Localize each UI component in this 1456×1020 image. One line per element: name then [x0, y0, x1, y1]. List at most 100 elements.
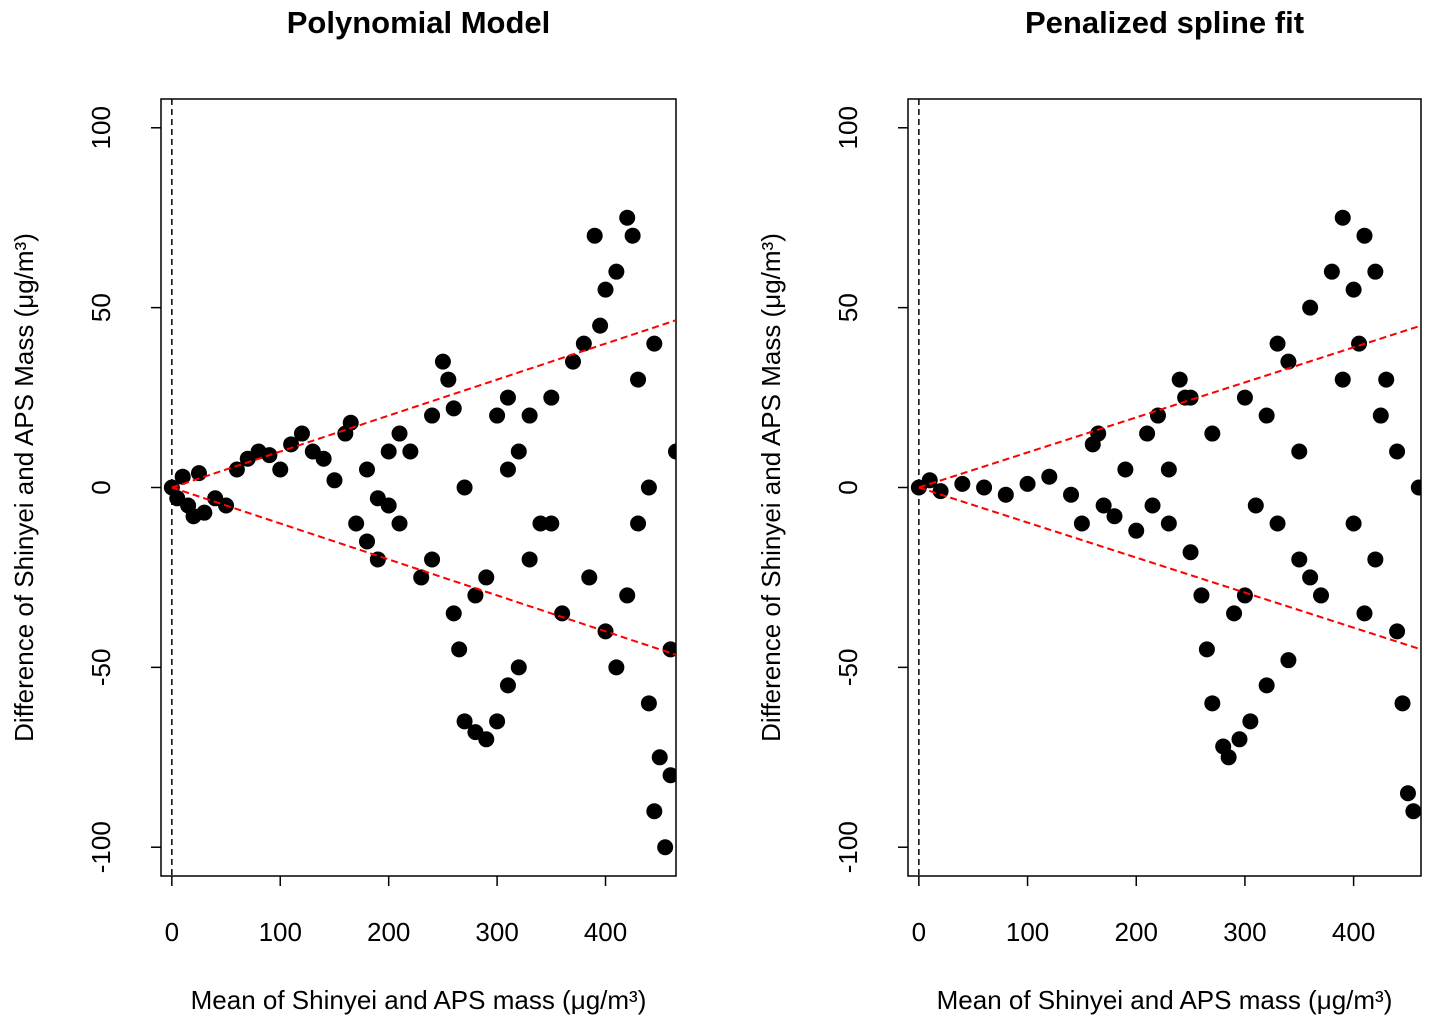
point	[1117, 461, 1134, 478]
x-tick-label: 300	[1223, 917, 1266, 947]
plot-area	[910, 99, 1421, 876]
point	[1291, 551, 1308, 568]
x-tick-label: 300	[475, 917, 518, 947]
x-tick-label: 400	[1332, 917, 1375, 947]
point	[1394, 695, 1411, 712]
point	[1410, 479, 1421, 496]
point	[1291, 443, 1308, 460]
point	[608, 659, 625, 676]
point	[456, 713, 473, 730]
point	[1220, 749, 1237, 766]
point	[668, 443, 676, 460]
point	[402, 443, 419, 460]
point	[510, 659, 527, 676]
point	[630, 371, 647, 388]
point	[510, 443, 527, 460]
point	[174, 468, 191, 485]
point	[597, 281, 614, 298]
point	[1139, 425, 1156, 442]
y-tick-label: 0	[833, 480, 863, 494]
point	[1367, 551, 1384, 568]
point	[521, 407, 538, 424]
point	[424, 551, 441, 568]
point	[1323, 263, 1340, 280]
point	[1236, 587, 1253, 604]
point	[1269, 515, 1286, 532]
y-tick-label: 0	[86, 480, 116, 494]
point	[1160, 461, 1177, 478]
point	[1144, 497, 1161, 514]
point	[1231, 731, 1248, 748]
point	[543, 389, 560, 406]
point	[1302, 569, 1319, 586]
point	[954, 475, 971, 492]
chart-title: Polynomial Model	[287, 5, 551, 40]
point	[1149, 407, 1166, 424]
limit-line	[171, 319, 676, 489]
point	[1171, 371, 1188, 388]
point	[478, 569, 495, 586]
point	[1313, 587, 1330, 604]
point	[1405, 803, 1421, 820]
point	[565, 353, 581, 370]
point	[1372, 407, 1389, 424]
point	[1356, 605, 1373, 622]
x-tick-label: 100	[259, 917, 302, 947]
point	[921, 472, 938, 489]
y-tick-label: 100	[86, 106, 116, 149]
x-tick-label: 0	[912, 917, 926, 947]
point	[1198, 641, 1215, 658]
point	[1399, 785, 1416, 802]
x-tick-label: 100	[1006, 917, 1049, 947]
point	[272, 461, 289, 478]
point	[662, 641, 676, 658]
point	[489, 407, 506, 424]
point	[1128, 522, 1145, 539]
x-axis-label: Mean of Shinyei and APS mass (μg/m³)	[937, 985, 1393, 1015]
point	[359, 461, 375, 478]
point	[1367, 263, 1384, 280]
y-tick-label: -50	[833, 649, 863, 687]
point	[543, 515, 560, 532]
point	[1345, 281, 1362, 298]
point	[499, 677, 516, 694]
limit-line	[171, 486, 676, 656]
point	[1242, 713, 1259, 730]
point	[359, 533, 375, 550]
point	[619, 209, 636, 226]
point	[1334, 371, 1351, 388]
point	[326, 472, 343, 489]
point	[445, 605, 462, 622]
point	[380, 443, 397, 460]
point	[1378, 371, 1395, 388]
point	[445, 400, 462, 417]
point	[651, 749, 668, 766]
x-tick-label: 200	[367, 917, 410, 947]
point	[1160, 515, 1177, 532]
point	[1280, 353, 1297, 370]
point	[190, 465, 207, 482]
chart-title: Penalized spline fit	[1025, 5, 1304, 40]
y-tick-label: 50	[86, 293, 116, 322]
point	[451, 641, 468, 658]
point	[1041, 468, 1058, 485]
point	[646, 335, 663, 352]
y-axis-label: Difference of Shinyei and APS Mass (μg/m…	[756, 233, 786, 742]
plot-box	[160, 98, 677, 877]
point	[467, 587, 484, 604]
point	[1204, 695, 1221, 712]
point	[586, 227, 603, 244]
point	[1280, 652, 1297, 669]
point	[499, 461, 516, 478]
point	[1095, 497, 1112, 514]
point	[413, 569, 430, 586]
y-axis-label: Difference of Shinyei and APS Mass (μg/m…	[9, 233, 39, 742]
x-tick-label: 400	[584, 917, 627, 947]
x-tick-label: 200	[1115, 917, 1158, 947]
point	[315, 450, 332, 467]
point	[434, 353, 451, 370]
point	[1019, 475, 1036, 492]
limit-line	[918, 486, 1421, 651]
point	[499, 389, 516, 406]
